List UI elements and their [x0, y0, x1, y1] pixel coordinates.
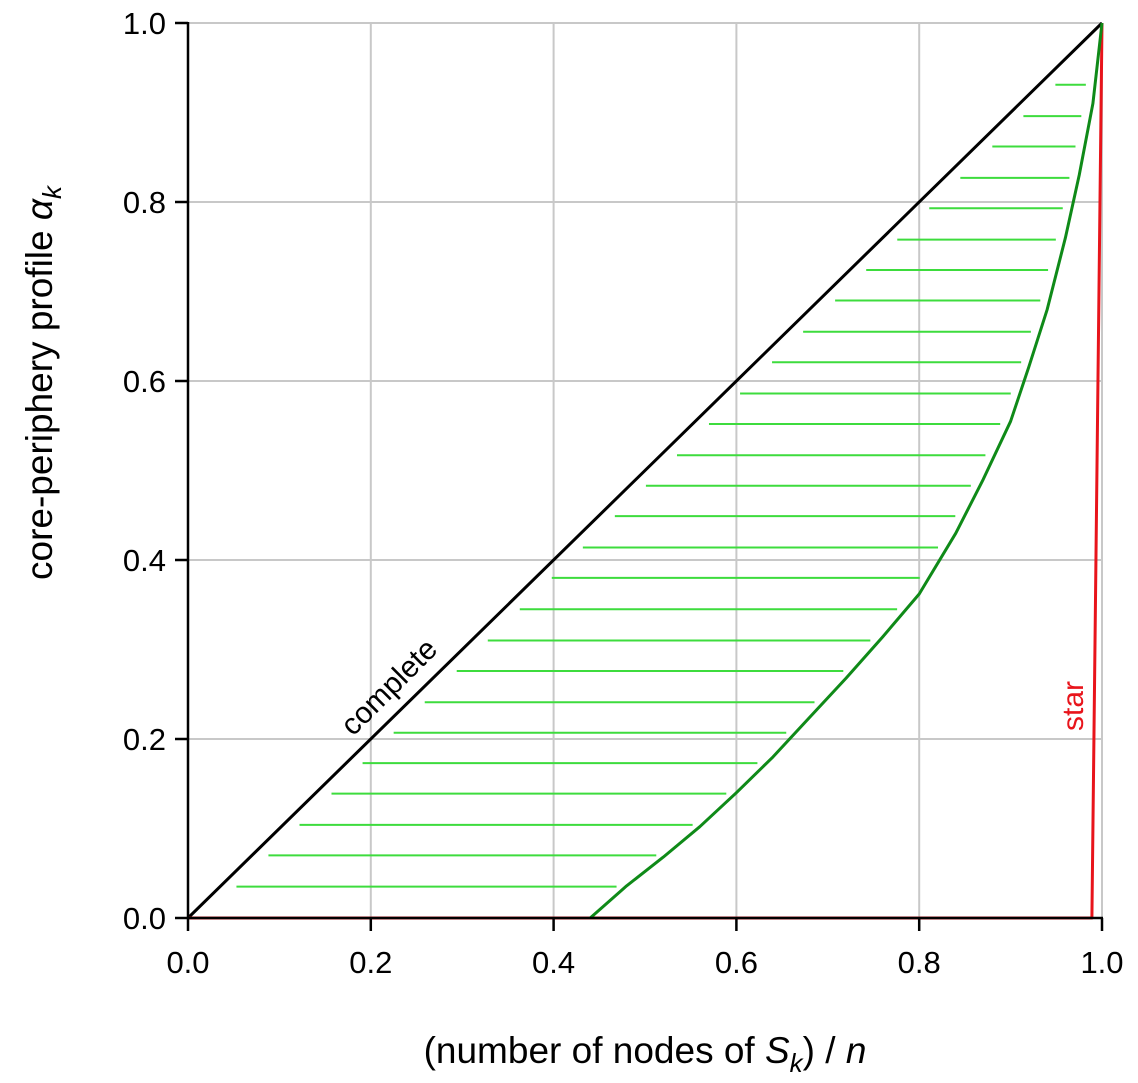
x-axis-title: (number of nodes of Sk) / n [424, 1030, 867, 1078]
x-tick-label-2: 0.4 [532, 945, 575, 980]
x-tick-label-0: 0.0 [166, 945, 209, 980]
y-tick-label-4: 0.8 [123, 185, 166, 220]
hatch-region [236, 83, 1086, 888]
series-line-curve-2 [589, 22, 1104, 920]
annotation-complete: complete [335, 633, 444, 742]
y-tick-label-3: 0.6 [123, 364, 166, 399]
y-tick-label-5: 1.0 [123, 6, 166, 41]
y-tick-label-1: 0.2 [123, 722, 166, 757]
axes [175, 21, 1104, 931]
x-tick-label-3: 0.6 [715, 945, 758, 980]
grid [188, 22, 1103, 918]
x-tick-label-1: 0.2 [349, 945, 392, 980]
series-layer [186, 21, 1104, 920]
y-tick-label-0: 0.0 [123, 901, 166, 936]
annotation-star: star [1057, 681, 1090, 731]
tick-labels: 0.0 0.2 0.4 0.6 0.8 1.0 0.0 0.2 0.4 0.6 0.8 1.0 [123, 6, 1124, 980]
series-line-complete [186, 21, 1104, 920]
x-tick-label-4: 0.8 [898, 945, 941, 980]
y-tick-label-2: 0.4 [123, 543, 166, 578]
y-axis-title: core-periphery profile αk [19, 184, 67, 580]
x-tick-label-5: 1.0 [1080, 945, 1123, 980]
